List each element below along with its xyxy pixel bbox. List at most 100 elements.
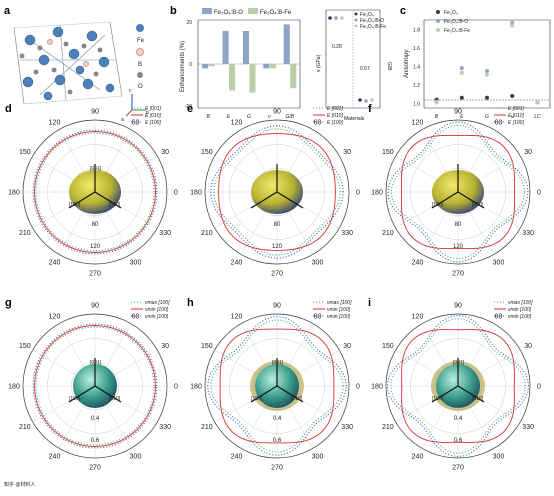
annot-028: 0.28 (332, 44, 342, 50)
angle-label-120: 120 (231, 313, 243, 320)
dir-label-1: [100] (69, 396, 81, 402)
ytick-0: 0 (189, 62, 192, 68)
angle-label-30: 30 (524, 343, 532, 350)
angle-label-180: 180 (8, 384, 20, 391)
xlabel-E: E (227, 114, 231, 120)
arrow-right (457, 385, 485, 403)
angle-label-270: 270 (89, 271, 101, 278)
angle-label-90: 90 (273, 303, 281, 310)
fe-atoms (22, 26, 115, 101)
angle-label-270: 270 (452, 465, 464, 472)
c-legend-0: Fe₃O₄ (444, 10, 458, 16)
polar-legend-2: vmin [100] (145, 314, 169, 320)
angle-label-90: 90 (454, 109, 462, 116)
bar-G-0 (242, 31, 249, 64)
c-legend-1: Fe₃O₄:B-O (444, 19, 468, 25)
angle-label-0: 0 (174, 384, 178, 391)
panel-label-f: f (368, 103, 372, 115)
dir-label-1: [100] (69, 202, 81, 208)
dir-label-0: [001] (90, 360, 102, 366)
polar-curve-2 (32, 129, 158, 255)
angle-label-60: 60 (132, 119, 140, 126)
legend-swatch-bfe (248, 8, 258, 14)
polar-legend-0: E [001] (327, 106, 343, 112)
bar-B-0 (202, 64, 209, 69)
annot-057: 0.57 (360, 66, 370, 72)
radial-label-inner: 0.4 (273, 416, 282, 422)
angle-label-150: 150 (201, 149, 213, 156)
angle-label-330: 330 (159, 230, 171, 237)
polar-curve-1 (400, 134, 516, 250)
c-points (434, 20, 540, 105)
arrow-left (250, 191, 278, 209)
bar-G-1 (249, 64, 256, 93)
rl-2: Fe₃O₄:B-Fe (360, 24, 386, 30)
radial-label-inner: 80 (274, 222, 281, 228)
rl-0: Fe₃O₄ (360, 12, 374, 18)
angle-label-90: 90 (454, 303, 462, 310)
angle-label-330: 330 (159, 424, 171, 431)
angle-label-180: 180 (190, 384, 202, 391)
angle-label-150: 150 (201, 343, 213, 350)
angle-label-210: 210 (19, 230, 31, 237)
angle-label-180: 180 (8, 190, 20, 197)
angle-label-30: 30 (524, 149, 532, 156)
dir-label-1: [010] (472, 202, 484, 208)
angle-label-60: 60 (495, 119, 503, 126)
radial-label-inner: 0.4 (454, 416, 463, 422)
c-point-E-2 (459, 70, 464, 75)
angle-label-330: 330 (341, 230, 353, 237)
radial-label-inner: 80 (92, 222, 99, 228)
radial-label-outer: 120 (90, 244, 101, 250)
angle-label-300: 300 (312, 260, 324, 267)
c-xlabel-LC: LC (534, 114, 541, 120)
legend-o: O (138, 84, 143, 90)
polar-curve-2 (387, 121, 529, 263)
bar-G/B-1 (290, 64, 297, 89)
angle-label-0: 0 (174, 190, 178, 197)
angle-label-270: 270 (452, 271, 464, 278)
watermark: 知乎 @材料人 (4, 481, 35, 488)
legend-b: B (138, 62, 142, 68)
c-point-G-2 (485, 72, 489, 77)
dir-label-0: [001] (90, 166, 102, 172)
panel-label-a: a (4, 5, 11, 17)
polar-curve-0 (210, 319, 344, 453)
dir-label-1: [100] (432, 396, 444, 402)
angle-label-30: 30 (343, 149, 351, 156)
angle-label-210: 210 (201, 230, 213, 237)
angle-label-240: 240 (412, 260, 424, 267)
panel-label-c: c (400, 5, 406, 17)
panel-b: b Fe₃O₄:B-O Fe₃O₄:B-Fe 20 0 -20 Enhancem… (170, 4, 392, 122)
c-point-v-2 (510, 23, 515, 28)
panel-label-e: e (187, 103, 193, 115)
rl-1: Fe₃O₄:B-O (360, 18, 384, 24)
polar-legend-1: E [010] (145, 113, 161, 119)
polar-legend-0: E [001] (508, 106, 524, 112)
panel-b-right: v (GPa) G/B Materials 0.28 0.57 Fe₃O₄ Fe… (316, 9, 392, 122)
polar-curve-1 (219, 328, 335, 444)
arrow-left (431, 385, 459, 403)
polar-legend-1: E [010] (327, 113, 343, 119)
angle-label-330: 330 (522, 424, 534, 431)
angle-label-300: 300 (130, 454, 142, 461)
polar-curve-1 (218, 133, 336, 251)
b-right-ylabel: v (GPa) (316, 54, 322, 72)
c-ytick-3: 1.2 (413, 83, 420, 89)
c-point-G-1 (485, 68, 489, 73)
c-point-E-0 (459, 95, 464, 100)
radial-label-outer: 0.6 (454, 438, 463, 444)
polar-legend-0: vmax [100] (145, 300, 170, 306)
panel-a: a Fe B O (4, 5, 149, 123)
arrow-left (68, 191, 96, 209)
panel-label-h: h (187, 297, 194, 309)
angle-label-180: 180 (190, 190, 202, 197)
c-legend-2: Fe₃O₄:B-Fe (444, 28, 470, 34)
